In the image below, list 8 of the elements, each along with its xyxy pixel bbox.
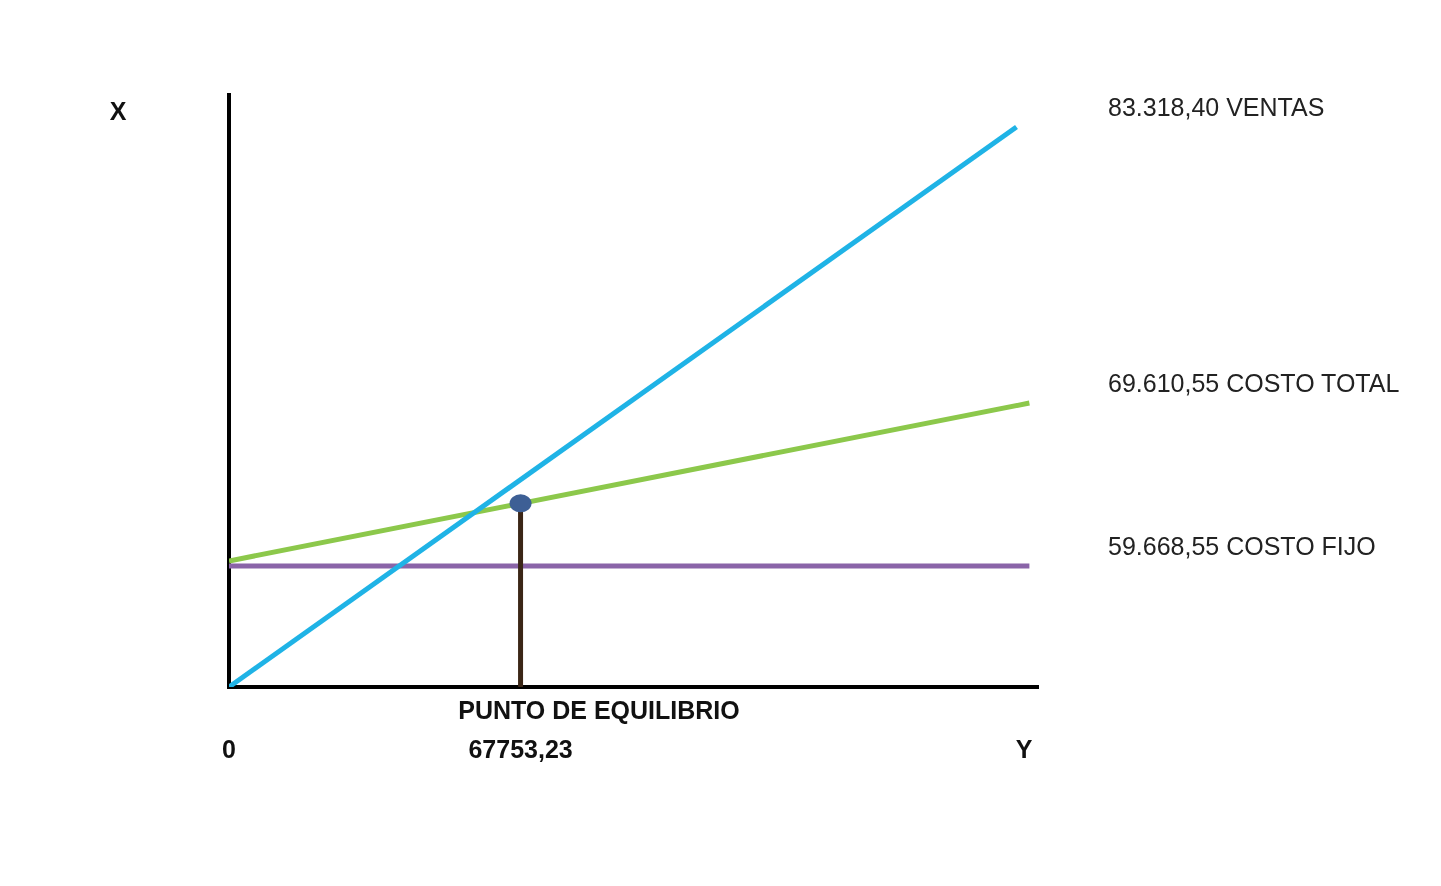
y-axis-title: X — [109, 96, 127, 125]
x-tick-label: 67753,23 — [468, 734, 573, 763]
text: 59.668,55 COSTO FIJO — [1108, 531, 1376, 560]
text: 69.610,55 COSTO TOTAL — [1108, 368, 1400, 397]
x-axis-title: Y — [1015, 734, 1033, 763]
x-tick-label: 0 — [222, 734, 236, 763]
text: 83.318,40 VENTAS — [1108, 92, 1325, 121]
text: PUNTO DE EQUILIBRIO — [458, 695, 740, 724]
